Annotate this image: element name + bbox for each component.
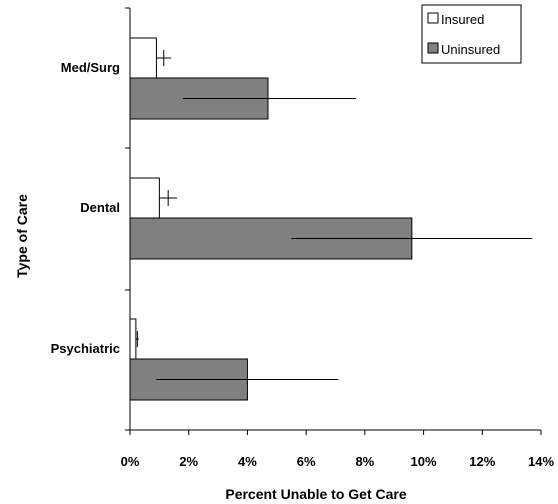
x-tick-label-3: 6% xyxy=(297,454,316,469)
x-tick-label-7: 14% xyxy=(528,454,554,469)
x-tick-label-4: 8% xyxy=(355,454,374,469)
bar-insured-psychiatric xyxy=(129,318,137,360)
x-tick-label-1: 2% xyxy=(179,454,198,469)
x-tick-label-2: 4% xyxy=(238,454,257,469)
legend-label-insured: Insured xyxy=(441,12,484,27)
bars-layer xyxy=(129,37,533,401)
x-tick-label-0: 0% xyxy=(121,454,140,469)
category-label-dental: Dental xyxy=(80,200,120,215)
legend-swatch-insured xyxy=(427,12,439,24)
legend-swatch-uninsured xyxy=(427,42,439,54)
x-axis-title: Percent Unable to Get Care xyxy=(225,486,406,502)
bar-insured-dental xyxy=(129,177,160,219)
x-tick-label-5: 10% xyxy=(411,454,437,469)
y-axis-title: Type of Care xyxy=(14,194,30,278)
category-label-psychiatric: Psychiatric xyxy=(51,341,120,356)
legend-label-uninsured: Uninsured xyxy=(441,42,500,57)
x-tick-label-6: 12% xyxy=(469,454,495,469)
legend: Insured Uninsured xyxy=(421,4,522,64)
bar-insured-med-surg xyxy=(129,37,157,79)
axes-layer xyxy=(125,7,542,435)
labels-layer: Med/Surg Dental Psychiatric 0% 2% 4% 6% 8% 10% 12… xyxy=(51,60,555,469)
category-label-med-surg: Med/Surg xyxy=(61,60,120,75)
